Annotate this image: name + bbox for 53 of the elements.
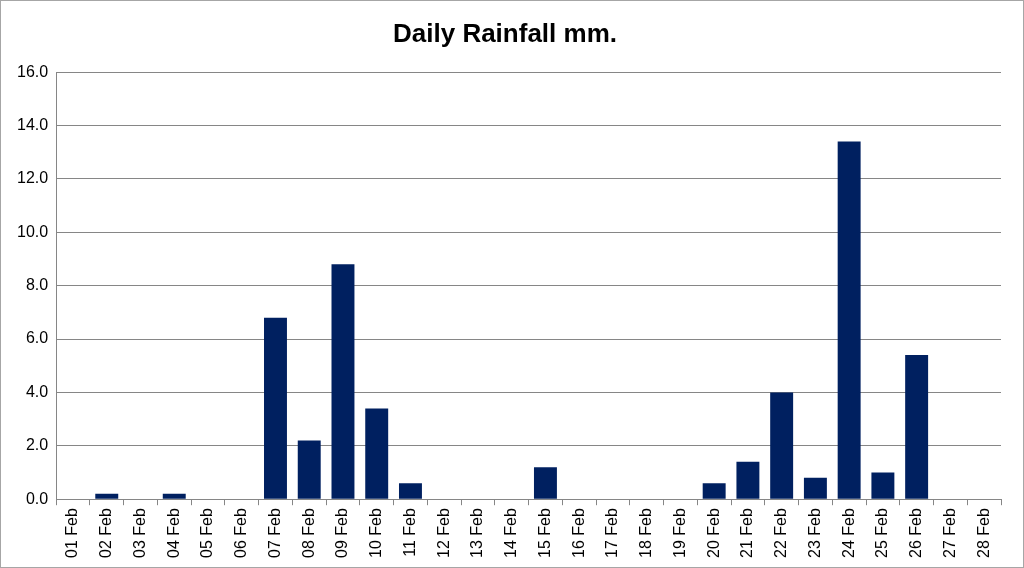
y-tick-label: 8.0: [25, 276, 49, 294]
bar: [398, 483, 422, 499]
x-tick-label: 22 Feb: [772, 508, 790, 558]
y-tick-label: 10.0: [17, 222, 49, 240]
bar: [297, 440, 321, 499]
x-tick-label: 19 Feb: [670, 508, 688, 558]
x-tick-label: 25 Feb: [873, 508, 891, 558]
x-tick-label: 12 Feb: [434, 508, 452, 558]
bar: [736, 461, 760, 499]
x-tick-label: 13 Feb: [468, 508, 486, 558]
x-tick-label: 28 Feb: [974, 508, 992, 558]
x-tick-label: 15 Feb: [535, 508, 553, 558]
bar: [803, 477, 827, 499]
x-tick-label: 20 Feb: [704, 508, 722, 558]
y-tick-label: 14.0: [17, 115, 49, 133]
bar: [162, 493, 186, 499]
y-tick-label: 4.0: [25, 382, 49, 400]
bar: [770, 392, 794, 499]
x-tick-label: 01 Feb: [63, 508, 81, 558]
x-tick-label: 11 Feb: [400, 508, 418, 557]
x-tick-label: 18 Feb: [637, 508, 655, 558]
x-tick-label: 03 Feb: [130, 508, 148, 558]
bar: [702, 483, 726, 499]
x-tick-label: 23 Feb: [805, 508, 823, 558]
bar: [837, 141, 861, 499]
bar: [533, 467, 557, 499]
x-tick-label: 10 Feb: [367, 508, 385, 558]
x-tick-label: 05 Feb: [198, 508, 216, 558]
x-tick-label: 14 Feb: [502, 508, 520, 558]
chart-title: Daily Rainfall mm.: [393, 17, 617, 48]
bar: [264, 317, 287, 499]
y-tick-label: 0.0: [25, 489, 49, 507]
y-tick-label: 12.0: [17, 169, 49, 187]
x-tick-label: 16 Feb: [569, 508, 587, 558]
y-tick-label: 6.0: [25, 329, 49, 347]
x-tick-label: 08 Feb: [299, 508, 317, 558]
x-tick-label: 24 Feb: [839, 508, 857, 558]
bar: [95, 493, 119, 499]
x-tick-label: 09 Feb: [333, 508, 351, 558]
x-tick-label: 06 Feb: [232, 508, 250, 558]
bar: [365, 408, 389, 499]
x-tick-label: 07 Feb: [265, 508, 283, 558]
x-tick-label: 21 Feb: [738, 508, 756, 558]
x-tick-label: 17 Feb: [603, 508, 621, 558]
y-tick-label: 16.0: [17, 62, 49, 80]
x-tick-label: 26 Feb: [907, 508, 925, 558]
x-tick-label: 04 Feb: [164, 508, 182, 558]
y-tick-label: 2.0: [25, 436, 49, 454]
bar: [331, 264, 355, 499]
x-tick-label: 02 Feb: [97, 508, 115, 558]
bar: [905, 355, 929, 499]
bar: [871, 472, 895, 499]
x-tick-label: 27 Feb: [940, 508, 958, 558]
